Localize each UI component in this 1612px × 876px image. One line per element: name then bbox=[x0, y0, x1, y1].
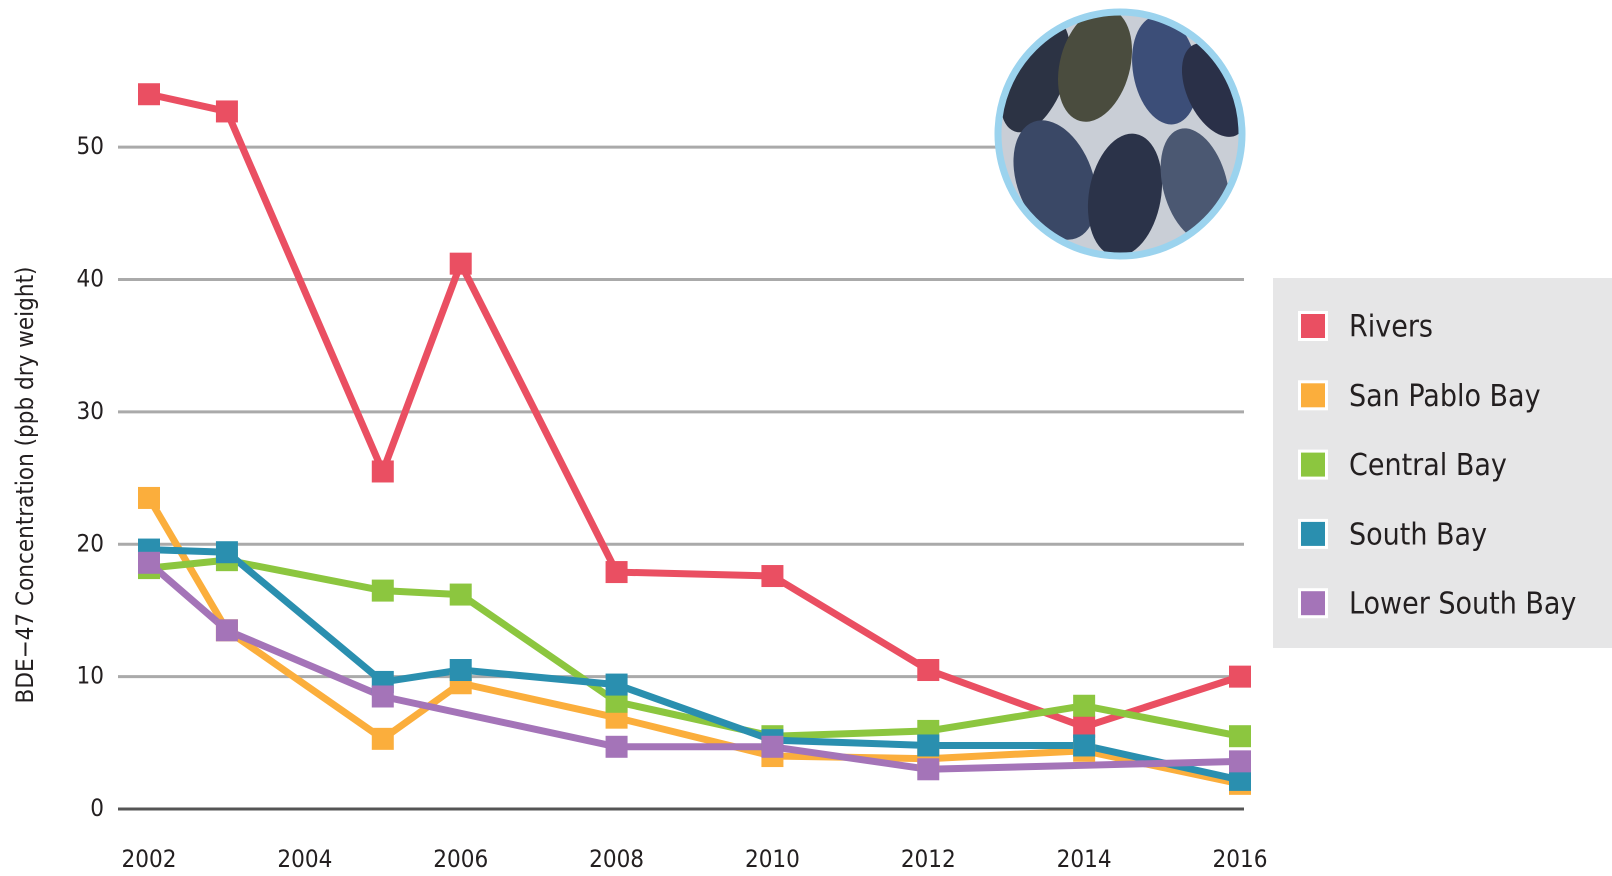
point-marker bbox=[761, 565, 784, 588]
point-marker bbox=[371, 685, 394, 708]
legend-label: Rivers bbox=[1349, 310, 1433, 345]
y-tick-label: 50 bbox=[77, 132, 104, 160]
legend-box bbox=[1273, 278, 1612, 648]
point-marker bbox=[1073, 734, 1096, 757]
point-marker bbox=[371, 579, 394, 602]
legend-label: South Bay bbox=[1349, 517, 1487, 552]
point-marker bbox=[138, 486, 160, 509]
point-marker bbox=[371, 727, 394, 750]
point-marker bbox=[449, 659, 472, 682]
point-marker bbox=[215, 541, 238, 564]
y-tick-label: 0 bbox=[90, 794, 104, 822]
x-tick-label: 2006 bbox=[433, 845, 488, 873]
legend-marker bbox=[1301, 591, 1325, 616]
legend-label: Central Bay bbox=[1349, 448, 1507, 483]
point-marker bbox=[371, 460, 394, 483]
point-marker bbox=[1229, 750, 1251, 773]
point-marker bbox=[1073, 694, 1096, 717]
point-marker bbox=[605, 735, 628, 758]
y-tick-label: 20 bbox=[77, 529, 104, 557]
point-marker bbox=[1073, 715, 1096, 738]
point-marker bbox=[138, 551, 160, 574]
legend-marker bbox=[1301, 314, 1325, 338]
point-marker bbox=[917, 734, 940, 757]
point-marker bbox=[1229, 768, 1251, 791]
y-tick-label: 30 bbox=[77, 397, 104, 425]
point-marker bbox=[1229, 665, 1251, 688]
legend-marker bbox=[1301, 383, 1325, 408]
y-tick-label: 40 bbox=[77, 265, 104, 293]
point-marker bbox=[449, 583, 472, 606]
x-tick-label: 2014 bbox=[1057, 845, 1112, 873]
point-marker bbox=[605, 561, 628, 584]
x-tick-label: 2008 bbox=[589, 845, 644, 873]
point-marker bbox=[605, 690, 628, 713]
point-marker bbox=[138, 83, 160, 106]
y-tick-label: 10 bbox=[77, 662, 104, 690]
legend-label: Lower South Bay bbox=[1349, 587, 1576, 622]
grid bbox=[118, 145, 1244, 811]
legend-label: San Pablo Bay bbox=[1349, 379, 1541, 414]
x-tick-label: 2010 bbox=[745, 845, 800, 873]
photo bbox=[994, 8, 1246, 260]
point-marker bbox=[215, 100, 238, 123]
legend-marker bbox=[1301, 452, 1325, 477]
point-marker bbox=[605, 673, 628, 696]
y-axis-label: BDE−47 Concentration (ppb dry weight) bbox=[11, 267, 39, 704]
x-tick-label: 2002 bbox=[122, 845, 177, 873]
point-marker bbox=[917, 659, 940, 682]
point-marker bbox=[917, 758, 940, 781]
x-tick-label: 2012 bbox=[901, 845, 956, 873]
x-tick-label: 2016 bbox=[1213, 845, 1268, 873]
point-marker bbox=[761, 735, 784, 758]
legend-marker bbox=[1301, 521, 1325, 546]
point-marker bbox=[215, 619, 238, 642]
x-tick-label: 2004 bbox=[277, 845, 332, 873]
point-marker bbox=[1229, 725, 1251, 748]
point-marker bbox=[449, 252, 472, 275]
